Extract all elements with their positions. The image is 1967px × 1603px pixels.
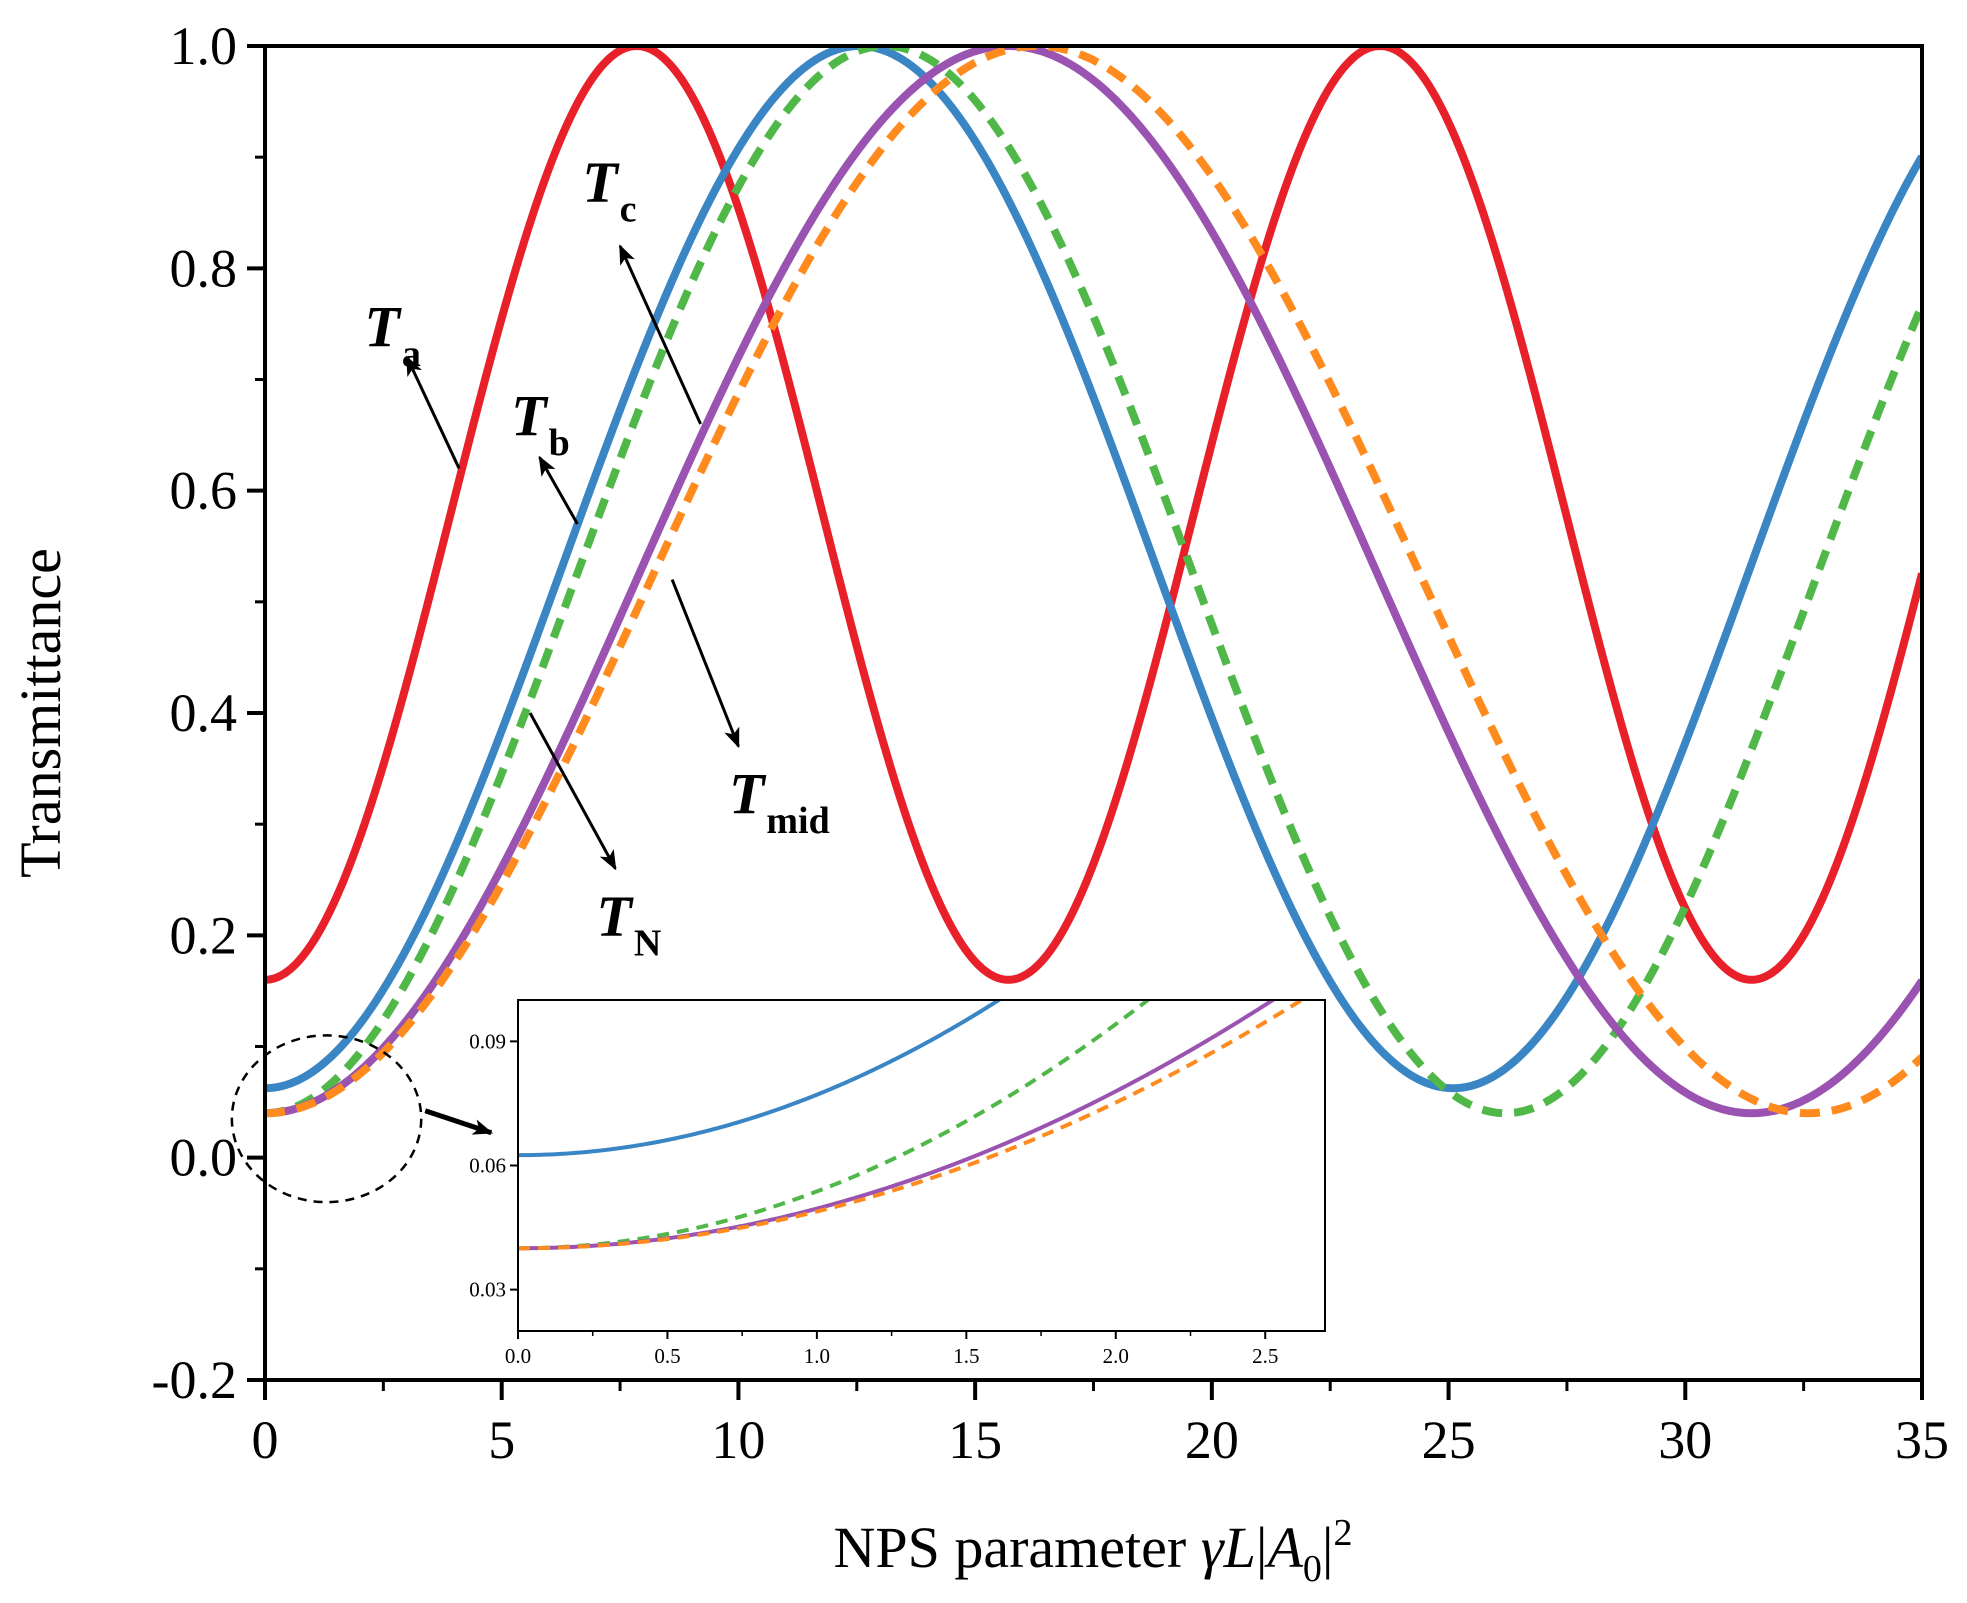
inset-x-tick-label: 0.5 [654,1344,680,1368]
label-arrow-tc [618,244,702,425]
series-line-tc [265,46,1922,1118]
inset-series-line-tb [518,1000,1003,1158]
label-arrow-tn [528,712,617,871]
x-axis-title-bar-left: | [1256,1515,1268,1580]
x-tick-label: 20 [1185,1410,1239,1470]
y-tick-label: 0.0 [170,1128,238,1188]
y-tick-label: 0.2 [170,905,238,965]
y-tick-label: 0.6 [170,461,238,521]
series-label-sub: b [549,422,570,464]
main-series-group [265,46,1922,1118]
x-axis-title-gamma: γ [1201,1515,1226,1580]
x-tick-label: 5 [488,1410,515,1470]
series-label-sub: a [402,333,421,375]
series-line-tn [265,46,1922,1118]
label-arrow-ta [405,355,461,470]
series-line-tb [265,46,1922,1093]
series-label-sub: mid [766,800,829,842]
inset-y-tick-label: 0.09 [469,1029,506,1053]
series-line-ta [265,46,1922,984]
inset-y-tick-label: 0.03 [469,1278,506,1302]
inset-series-group [518,1000,1306,1251]
series-label-main: T [596,883,634,948]
series-label-main: T [364,294,402,359]
inset-x-tick-label: 2.0 [1103,1344,1129,1368]
inset-x-tick-label: 0.0 [505,1344,531,1368]
series-label-tc: Tc [582,150,636,231]
inset-x-tick-label: 2.5 [1252,1344,1278,1368]
x-tick-label: 0 [252,1410,279,1470]
inset-series-line-tmid [518,1000,1306,1251]
series-label-tmid: Tmid [729,761,830,842]
x-axis-title-L: L [1223,1515,1256,1580]
x-axis-title-sup2: 2 [1334,1512,1353,1554]
x-axis-title: NPS parameter γL|A0|2 [833,1512,1352,1590]
y-tick-label: -0.2 [152,1350,237,1410]
series-label-tn: TN [596,883,661,964]
label-arrow-tmid [670,579,740,749]
inset-ticks-group: 0.0 0.5 1.0 1.5 2.0 2.5 0.03 0.06 0.09 [469,1029,1278,1368]
x-axis-title-sub0: 0 [1303,1548,1322,1590]
x-axis-title-prefix: NPS parameter [833,1515,1200,1580]
inset-x-tick-label: 1.0 [804,1344,830,1368]
series-label-main: T [729,761,767,826]
x-tick-label: 30 [1658,1410,1712,1470]
y-tick-label: 0.8 [170,238,238,298]
series-label-main: T [511,383,549,448]
x-tick-label: 10 [711,1410,765,1470]
zoom-marker-group [230,1034,494,1204]
zoom-ellipse [230,1034,423,1204]
y-tick-label: 1.0 [170,16,238,76]
y-axis-title: Transmittance [8,548,73,878]
series-label-tb: Tb [511,383,570,464]
series-label-sub: c [620,189,637,231]
x-tick-label: 15 [948,1410,1002,1470]
inset-background [518,1000,1325,1331]
inset-x-tick-label: 1.5 [953,1344,979,1368]
inset-y-tick-label: 0.06 [469,1154,506,1178]
inset-series-line-tc [518,1000,1277,1251]
series-line-tmid [265,46,1922,1118]
y-tick-label: 0.4 [170,683,238,743]
series-label-main: T [582,150,620,215]
x-tick-label: 25 [1422,1410,1476,1470]
x-axis-title-A: A [1263,1515,1303,1580]
x-tick-label: 35 [1895,1410,1949,1470]
inset-series-line-tn [518,1000,1152,1251]
main-ticks-group: 0 5 10 15 20 25 30 35 -0.2 0.0 0.2 0.4 0.6 0.8 1.0 [152,16,1949,1470]
x-axis-title-bar-right: | [1322,1515,1334,1580]
series-label-ta: Ta [364,294,420,375]
series-label-sub: N [634,922,661,964]
zoom-arrow [424,1108,494,1136]
label-arrow-tb [538,455,579,525]
